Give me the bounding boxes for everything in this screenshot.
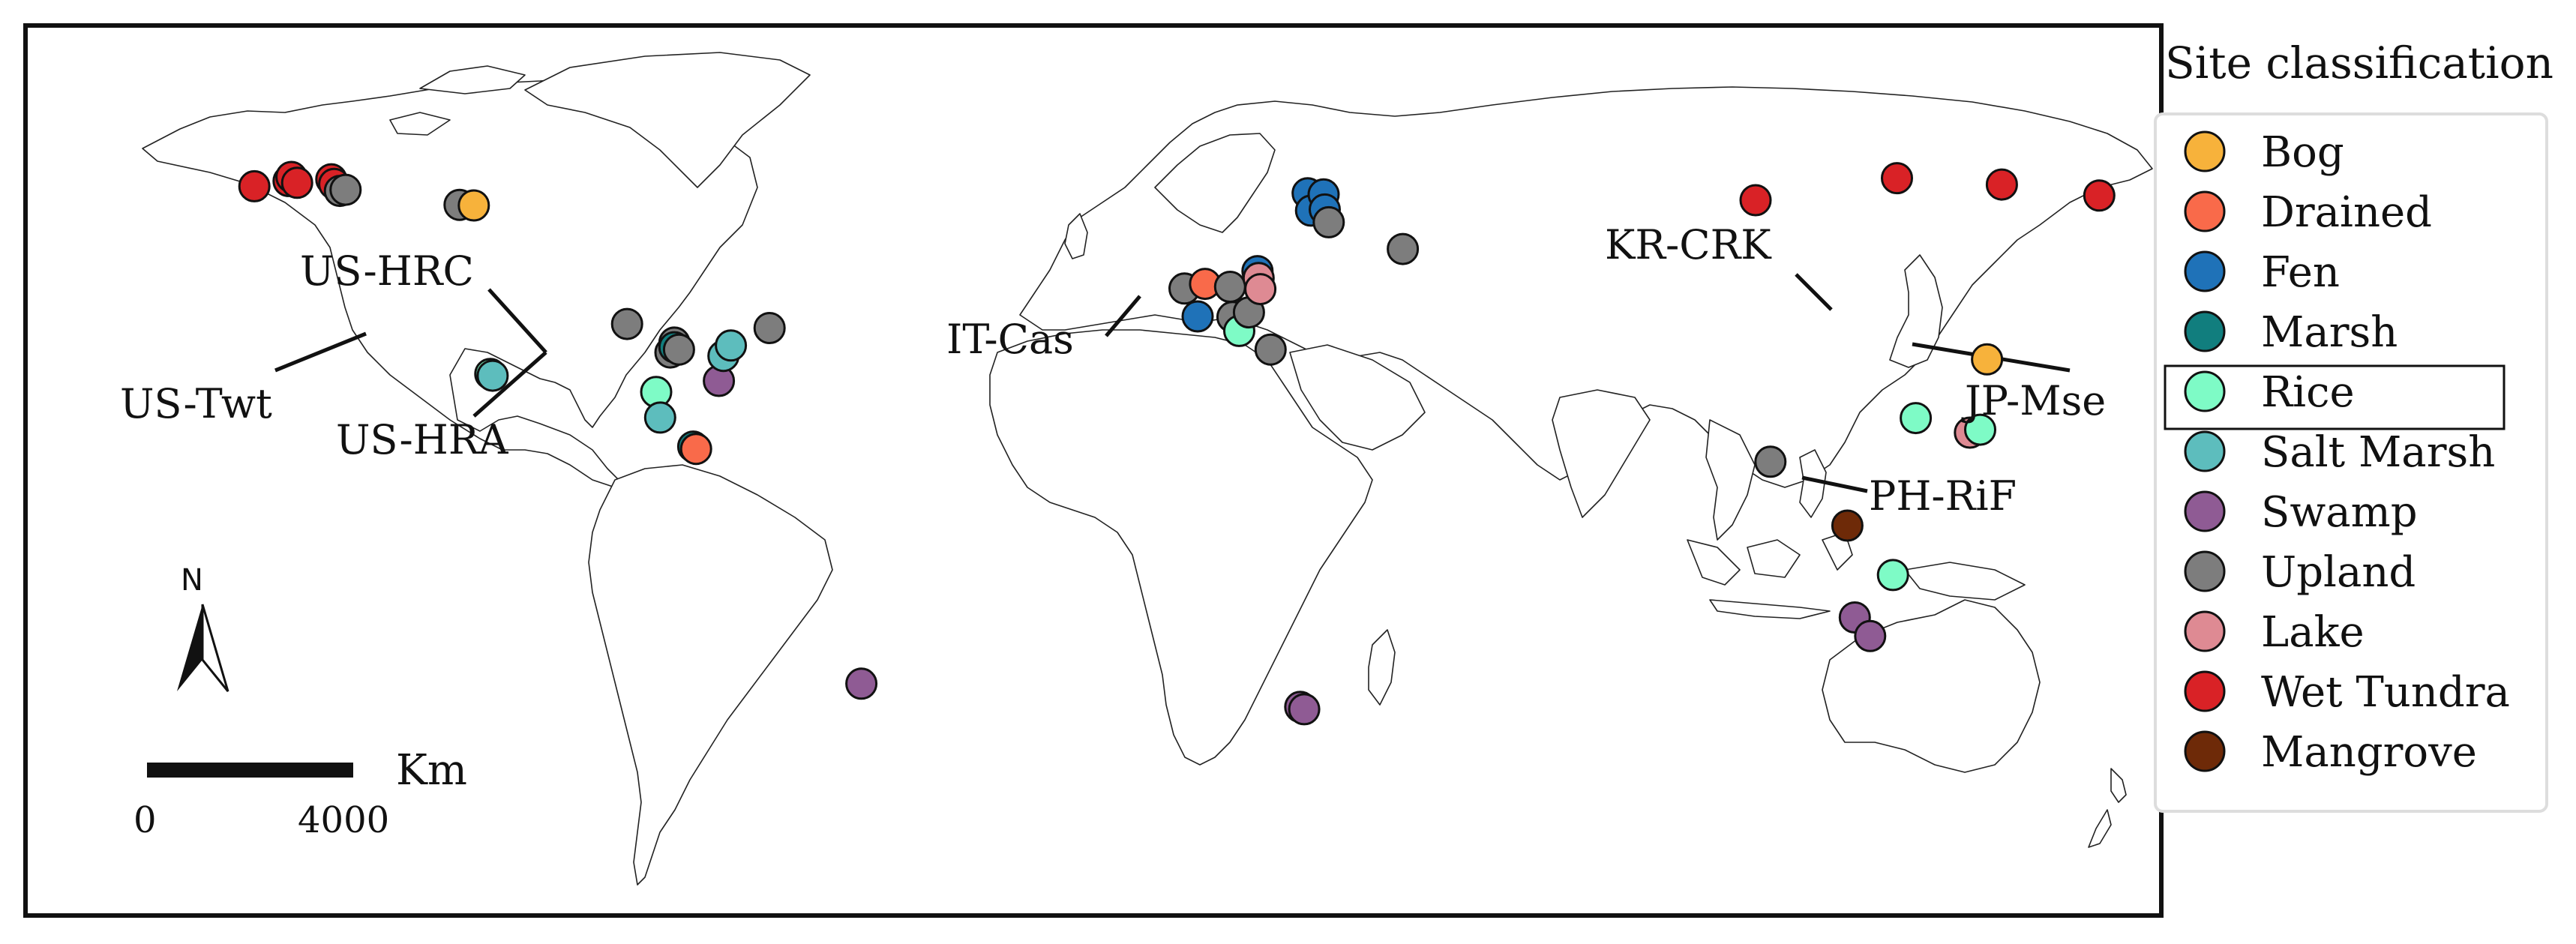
- north-arrow-icon: N: [177, 563, 229, 692]
- legend-swatch: [2184, 370, 2226, 412]
- legend-swatch: [2184, 730, 2226, 772]
- site-marker-lake: [1244, 273, 1277, 306]
- legend-swatch: [2184, 310, 2226, 352]
- site-marker-upland: [753, 312, 786, 344]
- callout-lines: [274, 273, 2071, 493]
- site-marker-salt-marsh: [476, 359, 509, 392]
- scandinavia-land: [1154, 133, 1276, 233]
- scale-max: 4000: [298, 799, 389, 841]
- scale-bar: Km 0 4000: [133, 746, 467, 841]
- legend-item-swamp: Swamp: [2184, 488, 2418, 537]
- legend-label: Mangrove: [2261, 728, 2477, 777]
- site-marker-upland: [329, 173, 362, 206]
- british-isles-land: [1064, 213, 1088, 259]
- site-marker-ph-rif: [1876, 559, 1909, 592]
- new-zealand-land: [2088, 768, 2127, 848]
- legend-item-rice: Rice: [2184, 368, 2355, 417]
- site-marker-swamp: [845, 667, 878, 700]
- site-marker-wet-tundra: [280, 166, 313, 199]
- site-marker-fen: [1181, 300, 1214, 333]
- legend-swatch: [2184, 430, 2226, 472]
- legend-item-wet-tundra: Wet Tundra: [2184, 668, 2510, 717]
- legend-item-drained: Drained: [2184, 188, 2432, 237]
- site-marker-kr-crk: [1900, 402, 1933, 435]
- north-label: N: [181, 563, 203, 598]
- site-marker-swamp: [1288, 693, 1321, 726]
- legend-item-mangrove: Mangrove: [2184, 728, 2477, 777]
- site-marker-us-hra: [643, 401, 676, 434]
- legend-label: Swamp: [2261, 488, 2418, 537]
- site-marker-upland: [610, 307, 643, 340]
- legend-swatch: [2184, 670, 2226, 712]
- legend-label: Rice: [2261, 368, 2355, 417]
- southeast-asia-land: [1705, 419, 1756, 541]
- legend-box: [2154, 112, 2548, 813]
- site-marker-swamp: [1854, 619, 1887, 652]
- callout-label-it-cas: IT-Cas: [946, 316, 1074, 363]
- callout-labels: US-HRC US-Twt US-HRA IT-Cas KR-CRK JP-Ms…: [120, 221, 2106, 520]
- site-marker-upland: [1213, 271, 1246, 303]
- africa-land: [989, 329, 1373, 766]
- arctic-islands-land: [389, 65, 526, 136]
- legend-label: Wet Tundra: [2261, 668, 2510, 717]
- site-markers: [238, 160, 2116, 726]
- callout-label-us-hrc: US-HRC: [300, 247, 474, 295]
- legend-item-fen: Fen: [2184, 248, 2340, 297]
- legend-item-bog: Bog: [2184, 128, 2344, 177]
- legend-label: Fen: [2261, 248, 2340, 297]
- callout-label-us-twt: US-Twt: [120, 380, 272, 427]
- legend-highlight-box: [2164, 364, 2506, 430]
- legend-label: Lake: [2261, 608, 2365, 657]
- site-marker-upland: [1312, 205, 1345, 238]
- japan-land: [1889, 254, 1943, 368]
- legend-swatch: [2184, 550, 2226, 592]
- site-marker-upland: [1754, 445, 1787, 478]
- philippines-land: [1799, 449, 1827, 518]
- greenland-land: [524, 52, 811, 188]
- south-america-land: [588, 464, 833, 886]
- legend-item-salt-marsh: Salt Marsh: [2184, 428, 2495, 477]
- site-marker-upland: [662, 333, 695, 366]
- legend-swatch: [2184, 190, 2226, 232]
- site-marker-jp-mse: [1964, 413, 1996, 446]
- site-marker-wet-tundra: [1881, 162, 1913, 195]
- legend-label: Drained: [2261, 188, 2432, 237]
- legend-label: Bog: [2261, 128, 2344, 177]
- legend-swatch: [2184, 250, 2226, 292]
- site-marker-wet-tundra: [238, 169, 271, 202]
- legend-label: Salt Marsh: [2261, 428, 2495, 477]
- callout-label-ph-rif: PH-RiF: [1869, 472, 2017, 520]
- site-marker-wet-tundra: [2083, 179, 2116, 212]
- legend-item-marsh: Marsh: [2184, 308, 2398, 357]
- arabia-land: [1289, 344, 1426, 451]
- legend-label: Upland: [2261, 548, 2416, 597]
- site-marker-mangrove: [1831, 509, 1864, 542]
- legend-label: Marsh: [2261, 308, 2398, 357]
- new-guinea-land: [1904, 562, 2026, 601]
- site-marker-bog: [1971, 343, 2004, 376]
- site-marker-bog: [457, 189, 490, 222]
- scale-unit: Km: [396, 746, 467, 795]
- legend-item-upland: Upland: [2184, 548, 2416, 597]
- legend-title: Site classification: [2165, 37, 2554, 88]
- legend-items: Bog Drained Fen Marsh Rice Salt Marsh Swamp Upl…: [2184, 128, 2510, 777]
- site-marker-upland: [1254, 333, 1287, 366]
- site-marker-upland: [1387, 232, 1420, 265]
- scale-zero: 0: [133, 799, 157, 841]
- callout-label-jp-mse: JP-Mse: [1961, 377, 2106, 424]
- callout-label-us-hra: US-HRA: [336, 416, 508, 463]
- legend-swatch: [2184, 490, 2226, 532]
- madagascar-land: [1368, 629, 1396, 706]
- site-marker-drained: [679, 433, 712, 466]
- legend-swatch: [2184, 610, 2226, 652]
- site-marker-salt-marsh: [715, 329, 748, 362]
- indonesia-land: [1687, 532, 1853, 619]
- legend-item-lake: Lake: [2184, 608, 2365, 657]
- site-marker-wet-tundra: [1985, 168, 2018, 201]
- legend-swatch: [2184, 130, 2226, 172]
- callout-label-kr-crk: KR-CRK: [1605, 221, 1772, 268]
- site-marker-wet-tundra: [1739, 184, 1772, 217]
- india-land: [1552, 389, 1651, 518]
